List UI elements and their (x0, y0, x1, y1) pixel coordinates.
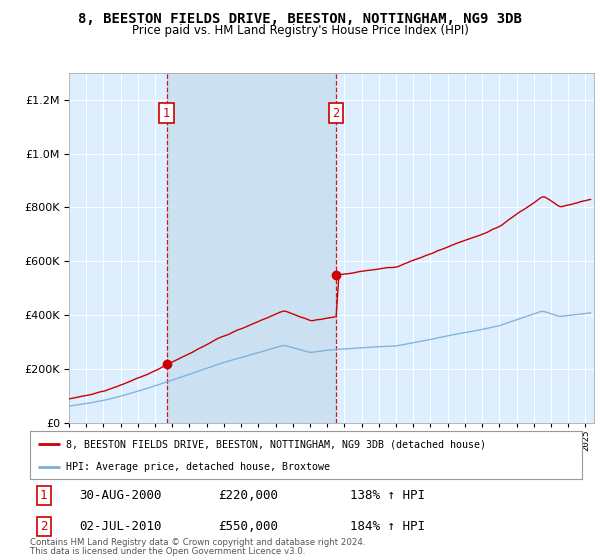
Text: 8, BEESTON FIELDS DRIVE, BEESTON, NOTTINGHAM, NG9 3DB (detached house): 8, BEESTON FIELDS DRIVE, BEESTON, NOTTIN… (66, 439, 486, 449)
Text: 138% ↑ HPI: 138% ↑ HPI (350, 489, 425, 502)
Text: 2: 2 (40, 520, 47, 533)
Text: HPI: Average price, detached house, Broxtowe: HPI: Average price, detached house, Brox… (66, 462, 330, 472)
Text: 2: 2 (332, 106, 340, 119)
Text: 8, BEESTON FIELDS DRIVE, BEESTON, NOTTINGHAM, NG9 3DB: 8, BEESTON FIELDS DRIVE, BEESTON, NOTTIN… (78, 12, 522, 26)
Text: 1: 1 (40, 489, 47, 502)
Text: 184% ↑ HPI: 184% ↑ HPI (350, 520, 425, 533)
Text: 30-AUG-2000: 30-AUG-2000 (80, 489, 162, 502)
Text: 02-JUL-2010: 02-JUL-2010 (80, 520, 162, 533)
Text: Price paid vs. HM Land Registry's House Price Index (HPI): Price paid vs. HM Land Registry's House … (131, 24, 469, 37)
Text: Contains HM Land Registry data © Crown copyright and database right 2024.: Contains HM Land Registry data © Crown c… (30, 539, 365, 548)
Bar (167, 73, 336, 423)
Text: £550,000: £550,000 (218, 520, 278, 533)
Text: £220,000: £220,000 (218, 489, 278, 502)
Text: 1: 1 (163, 106, 170, 119)
Text: This data is licensed under the Open Government Licence v3.0.: This data is licensed under the Open Gov… (30, 548, 305, 557)
